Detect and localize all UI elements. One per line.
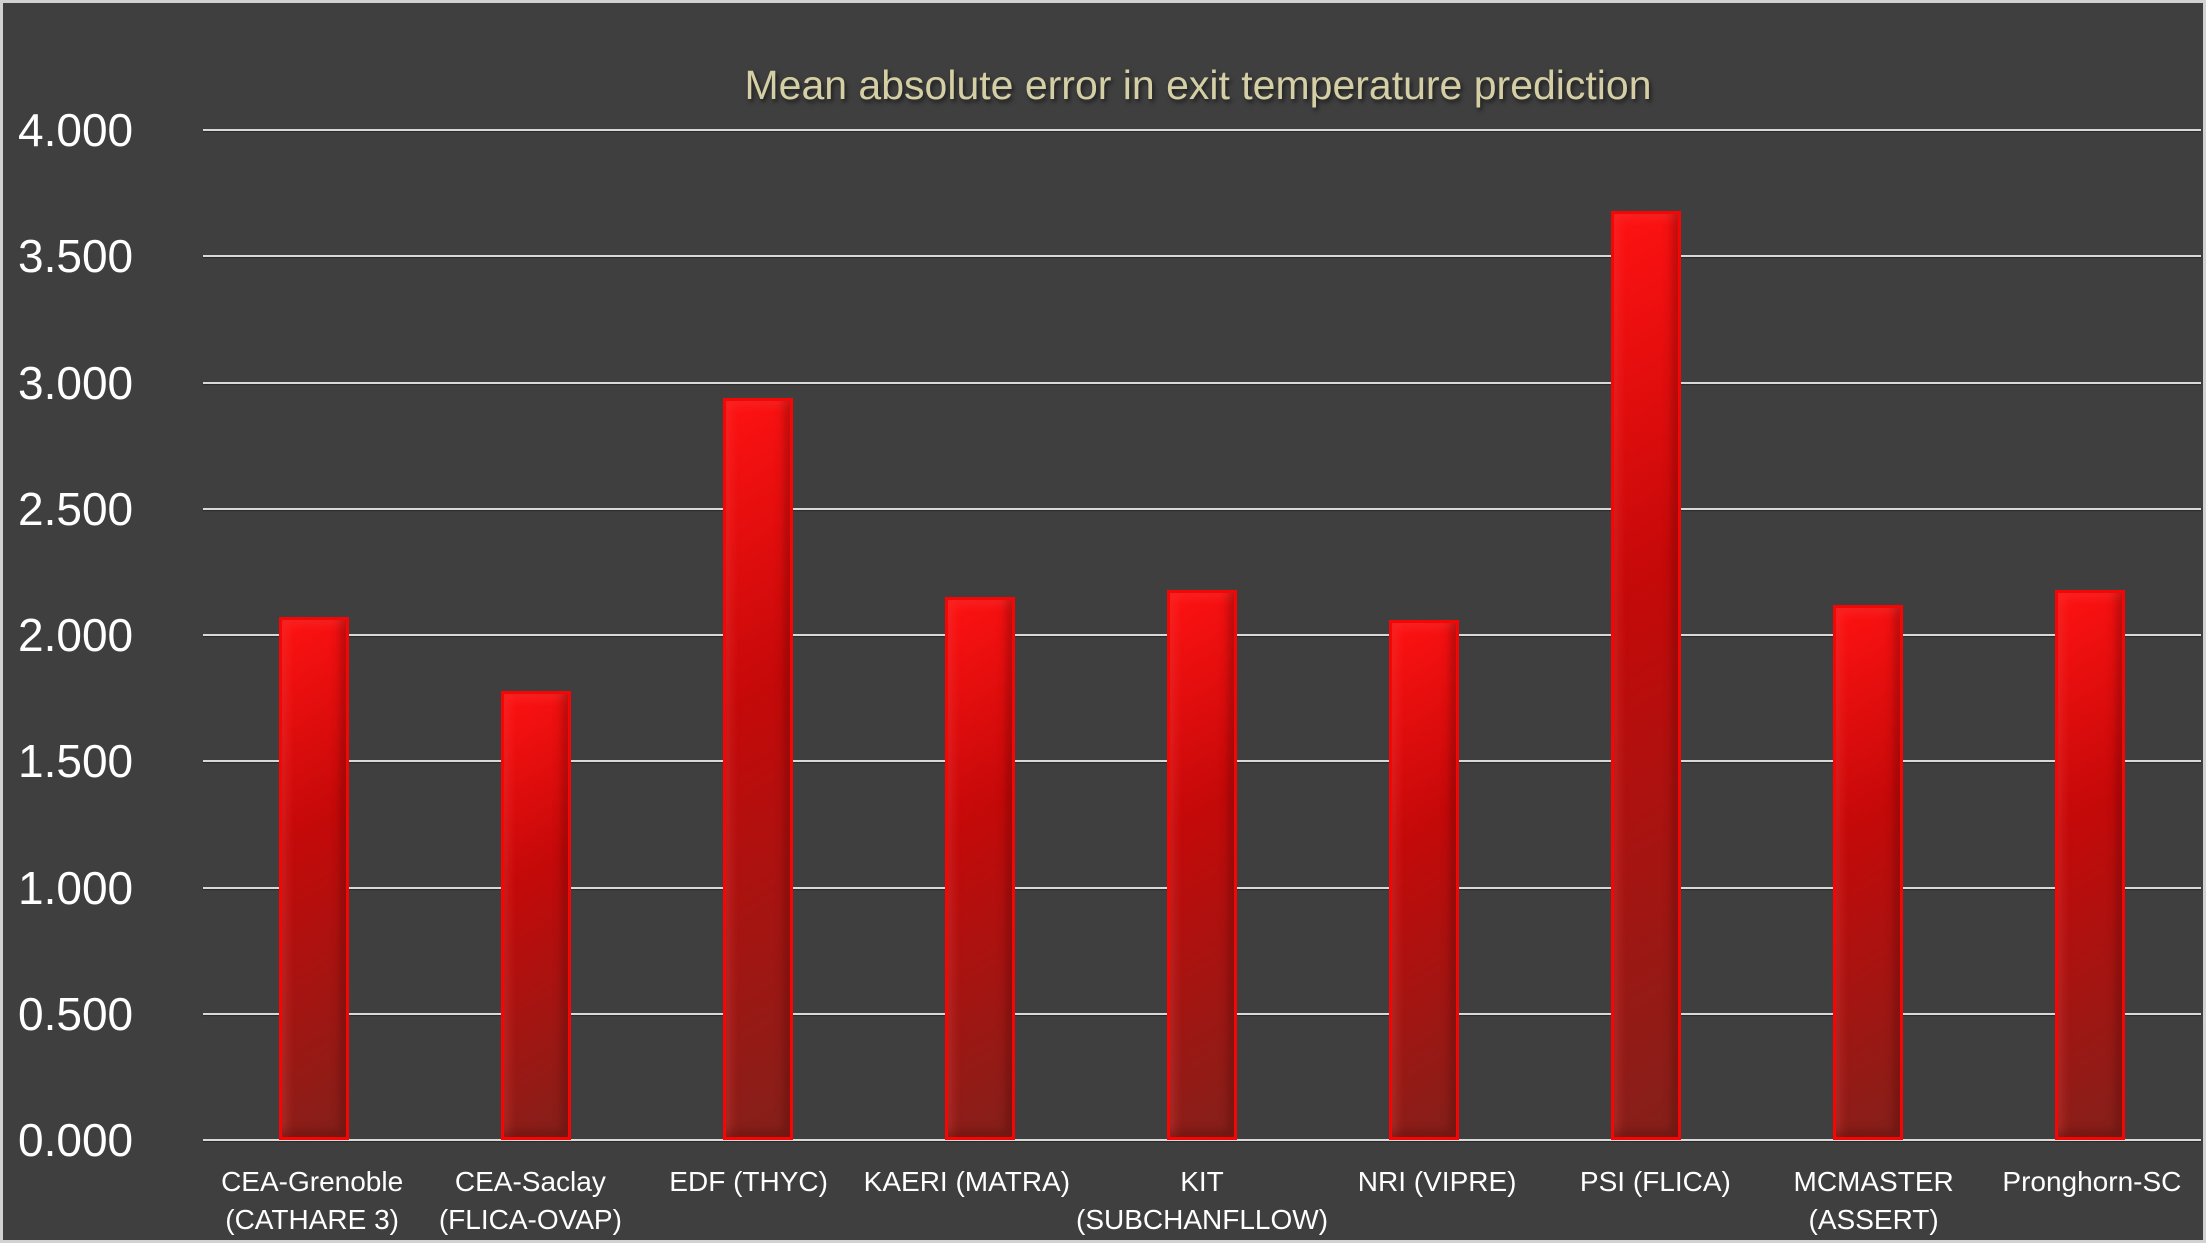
- x-category-label: PSI (FLICA): [1579, 1166, 1731, 1197]
- x-category-label: Pronghorn-SC: [2002, 1166, 2182, 1197]
- bar: [1833, 604, 1903, 1140]
- y-tick-label: 2.500: [18, 482, 134, 535]
- bar-cell: [1091, 130, 1313, 1140]
- y-tick-label: 4.000: [18, 104, 134, 156]
- bar-cell: [1979, 130, 2201, 1140]
- bar-cell: [1313, 130, 1535, 1140]
- bar: [723, 397, 793, 1140]
- x-axis-category-labels: CEA-Grenoble (CATHARE 3) CEA-Saclay (FLIC…: [203, 1142, 2201, 1239]
- chart-title: Mean absolute error in exit temperature …: [744, 62, 1652, 108]
- y-tick-label: 2.000: [18, 609, 134, 661]
- bar: [501, 690, 571, 1140]
- bar-cell: [203, 130, 425, 1140]
- bar-series: [203, 130, 2201, 1140]
- x-category-label: KAERI (MATRA): [863, 1166, 1071, 1197]
- y-tick-label: 1.000: [18, 861, 134, 914]
- bar: [945, 597, 1015, 1140]
- bar-cell: [1535, 130, 1757, 1140]
- bar-cell: [647, 130, 869, 1140]
- bar-cell: [425, 130, 647, 1140]
- x-category-label: KIT (SUBCHANFLLOW): [1076, 1166, 1329, 1235]
- plot-area: [203, 129, 2201, 1141]
- gridline: [203, 255, 2201, 258]
- bar: [1611, 210, 1681, 1140]
- gridline: [203, 1139, 2201, 1141]
- bar: [279, 617, 349, 1140]
- y-tick-label: 3.000: [18, 356, 134, 409]
- bar-cell: [869, 130, 1091, 1140]
- x-category-label: CEA-Saclay (FLICA-OVAP): [438, 1166, 622, 1235]
- gridline: [203, 507, 2201, 510]
- y-tick-label: 0.500: [18, 987, 134, 1040]
- x-category-label: MCMASTER (ASSERT): [1793, 1166, 1954, 1235]
- x-category-label: NRI (VIPRE): [1357, 1166, 1517, 1197]
- gridline: [203, 381, 2201, 384]
- bar: [1167, 589, 1237, 1140]
- bar: [2055, 589, 2125, 1140]
- y-tick-label: 0.000: [18, 1114, 134, 1166]
- bar: [1389, 619, 1459, 1140]
- gridline: [203, 129, 2201, 131]
- x-category-label: CEA-Grenoble (CATHARE 3): [221, 1166, 404, 1235]
- y-tick-label: 1.500: [18, 735, 134, 788]
- y-tick-label: 3.500: [18, 230, 134, 283]
- bar-cell: [1757, 130, 1979, 1140]
- x-category-label: EDF (THYC): [669, 1166, 828, 1197]
